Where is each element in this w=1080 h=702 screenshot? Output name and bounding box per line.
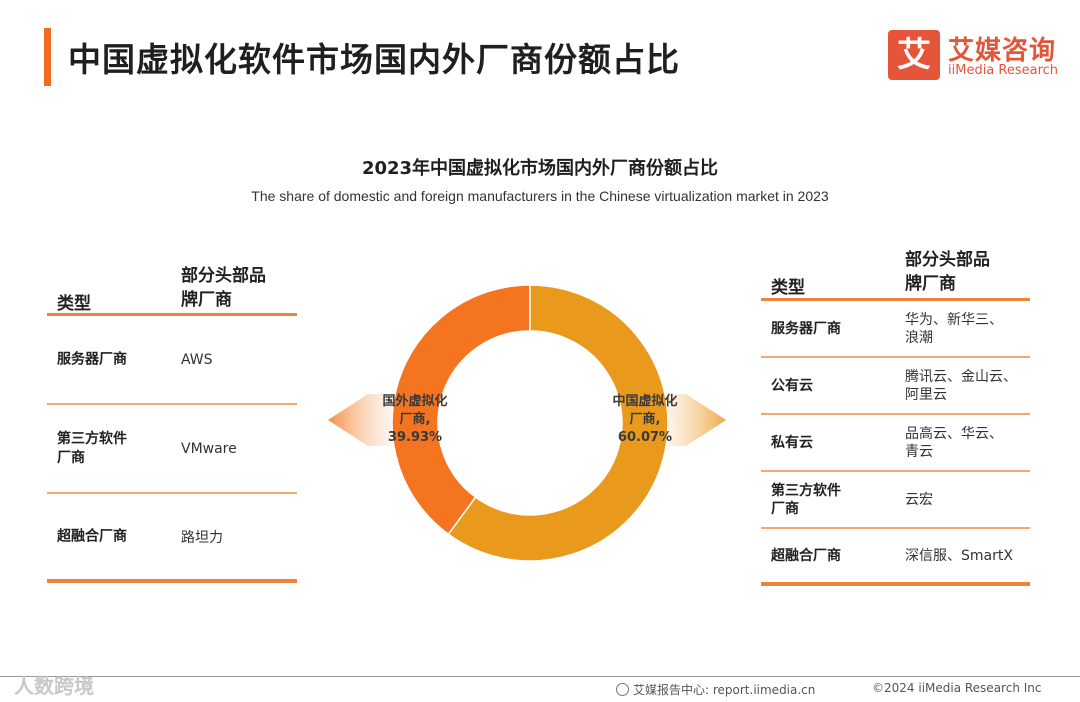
row-type: 超融合厂商 bbox=[771, 547, 841, 564]
right-header-brands: 部分头部品 牌厂商 bbox=[905, 248, 1015, 296]
table-row: 私有云 品高云、华云、 青云 bbox=[761, 415, 1030, 472]
left-header-brands-line1: 部分头部品 bbox=[181, 266, 266, 286]
right-header-brands-line1: 部分头部品 bbox=[905, 250, 990, 270]
left-header-type: 类型 bbox=[57, 294, 91, 314]
watermark: 人数跨境 bbox=[14, 674, 94, 698]
row-brands: AWS bbox=[181, 351, 213, 368]
table-row: 第三方软件 厂商 VMware bbox=[47, 405, 297, 494]
row-brands-line2: 阿里云 bbox=[905, 386, 947, 403]
left-brand-table: 类型 部分头部品 牌厂商 服务器厂商 AWS 第三方软件 厂商 VMware 超… bbox=[47, 264, 297, 583]
left-header-brands: 部分头部品 牌厂商 bbox=[181, 264, 291, 312]
row-type-line1: 第三方软件 bbox=[57, 430, 127, 447]
row-brands: 腾讯云、金山云、 阿里云 bbox=[905, 368, 1025, 404]
row-type: 私有云 bbox=[771, 434, 813, 451]
row-brands: VMware bbox=[181, 440, 237, 457]
row-type: 服务器厂商 bbox=[57, 351, 127, 367]
row-brands-line1: 华为、新华三、 bbox=[905, 311, 1003, 328]
report-center-icon bbox=[616, 683, 629, 696]
page-title: 中国虚拟化软件市场国内外厂商份额占比 bbox=[68, 40, 680, 79]
row-brands: 华为、新华三、 浪潮 bbox=[905, 311, 1025, 347]
table-row: 超融合厂商 深信服、SmartX bbox=[761, 529, 1030, 586]
row-type-line2: 厂商 bbox=[57, 449, 85, 466]
row-brands: 深信服、SmartX bbox=[905, 547, 1013, 564]
row-brands-line1: 腾讯云、金山云、 bbox=[905, 368, 1017, 385]
logo-en-text: iiMedia Research bbox=[948, 63, 1059, 78]
right-header-type: 类型 bbox=[771, 278, 805, 298]
right-table-header: 类型 部分头部品 牌厂商 bbox=[761, 248, 1030, 301]
footer-source: 艾媒报告中心: report.iimedia.cn bbox=[616, 681, 815, 698]
donut-slice-domestic bbox=[447, 284, 669, 562]
right-brand-table: 类型 部分头部品 牌厂商 服务器厂商 华为、新华三、 浪潮 公有云 腾讯云、金山… bbox=[761, 248, 1030, 586]
left-header-brands-line2: 牌厂商 bbox=[181, 290, 232, 310]
table-row: 第三方软件 厂商 云宏 bbox=[761, 472, 1030, 529]
title-accent-bar bbox=[44, 28, 51, 86]
row-brands-line2: 浪潮 bbox=[905, 329, 933, 346]
row-brands-line2: 青云 bbox=[905, 443, 933, 460]
donut-slice-foreign bbox=[391, 284, 531, 536]
slice-label-domestic: 中国虚拟化厂商, 60.07% bbox=[612, 393, 677, 445]
row-type: 公有云 bbox=[771, 377, 813, 394]
slice-label-foreign: 国外虚拟化厂商, 39.93% bbox=[382, 393, 447, 445]
table-row: 公有云 腾讯云、金山云、 阿里云 bbox=[761, 358, 1030, 415]
footer-copyright: ©2024 iiMedia Research Inc bbox=[872, 681, 1042, 695]
row-type: 服务器厂商 bbox=[771, 320, 841, 337]
footer-source-text: 艾媒报告中心: report.iimedia.cn bbox=[633, 683, 816, 697]
logo-cn-text: 艾媒咨询 bbox=[948, 36, 1057, 66]
row-brands: 路坦力 bbox=[181, 529, 223, 546]
donut-chart: 国外虚拟化厂商, 39.93% 中国虚拟化厂商, 60.07% bbox=[328, 284, 726, 562]
iimedia-logo: 艾 艾媒咨询 iiMedia Research bbox=[888, 30, 1068, 82]
row-type: 第三方软件 厂商 bbox=[57, 430, 157, 468]
row-type: 第三方软件 厂商 bbox=[771, 482, 871, 518]
footer-divider bbox=[0, 676, 1080, 677]
right-header-brands-line2: 牌厂商 bbox=[905, 274, 956, 294]
logo-mark: 艾 bbox=[888, 30, 940, 80]
table-row: 服务器厂商 华为、新华三、 浪潮 bbox=[761, 301, 1030, 358]
chart-title: 2023年中国虚拟化市场国内外厂商份额占比 bbox=[361, 158, 719, 179]
row-brands: 云宏 bbox=[905, 491, 933, 508]
row-brands: 品高云、华云、 青云 bbox=[905, 425, 1025, 461]
row-type: 超融合厂商 bbox=[57, 528, 127, 544]
chart-subtitle: The share of domestic and foreign manufa… bbox=[251, 188, 829, 204]
table-row: 超融合厂商 路坦力 bbox=[47, 494, 297, 583]
row-brands-line1: 品高云、华云、 bbox=[905, 425, 1003, 442]
row-type-line1: 第三方软件 bbox=[771, 482, 841, 499]
row-type-line2: 厂商 bbox=[771, 500, 799, 517]
table-row: 服务器厂商 AWS bbox=[47, 316, 297, 405]
left-table-header: 类型 部分头部品 牌厂商 bbox=[47, 264, 297, 316]
